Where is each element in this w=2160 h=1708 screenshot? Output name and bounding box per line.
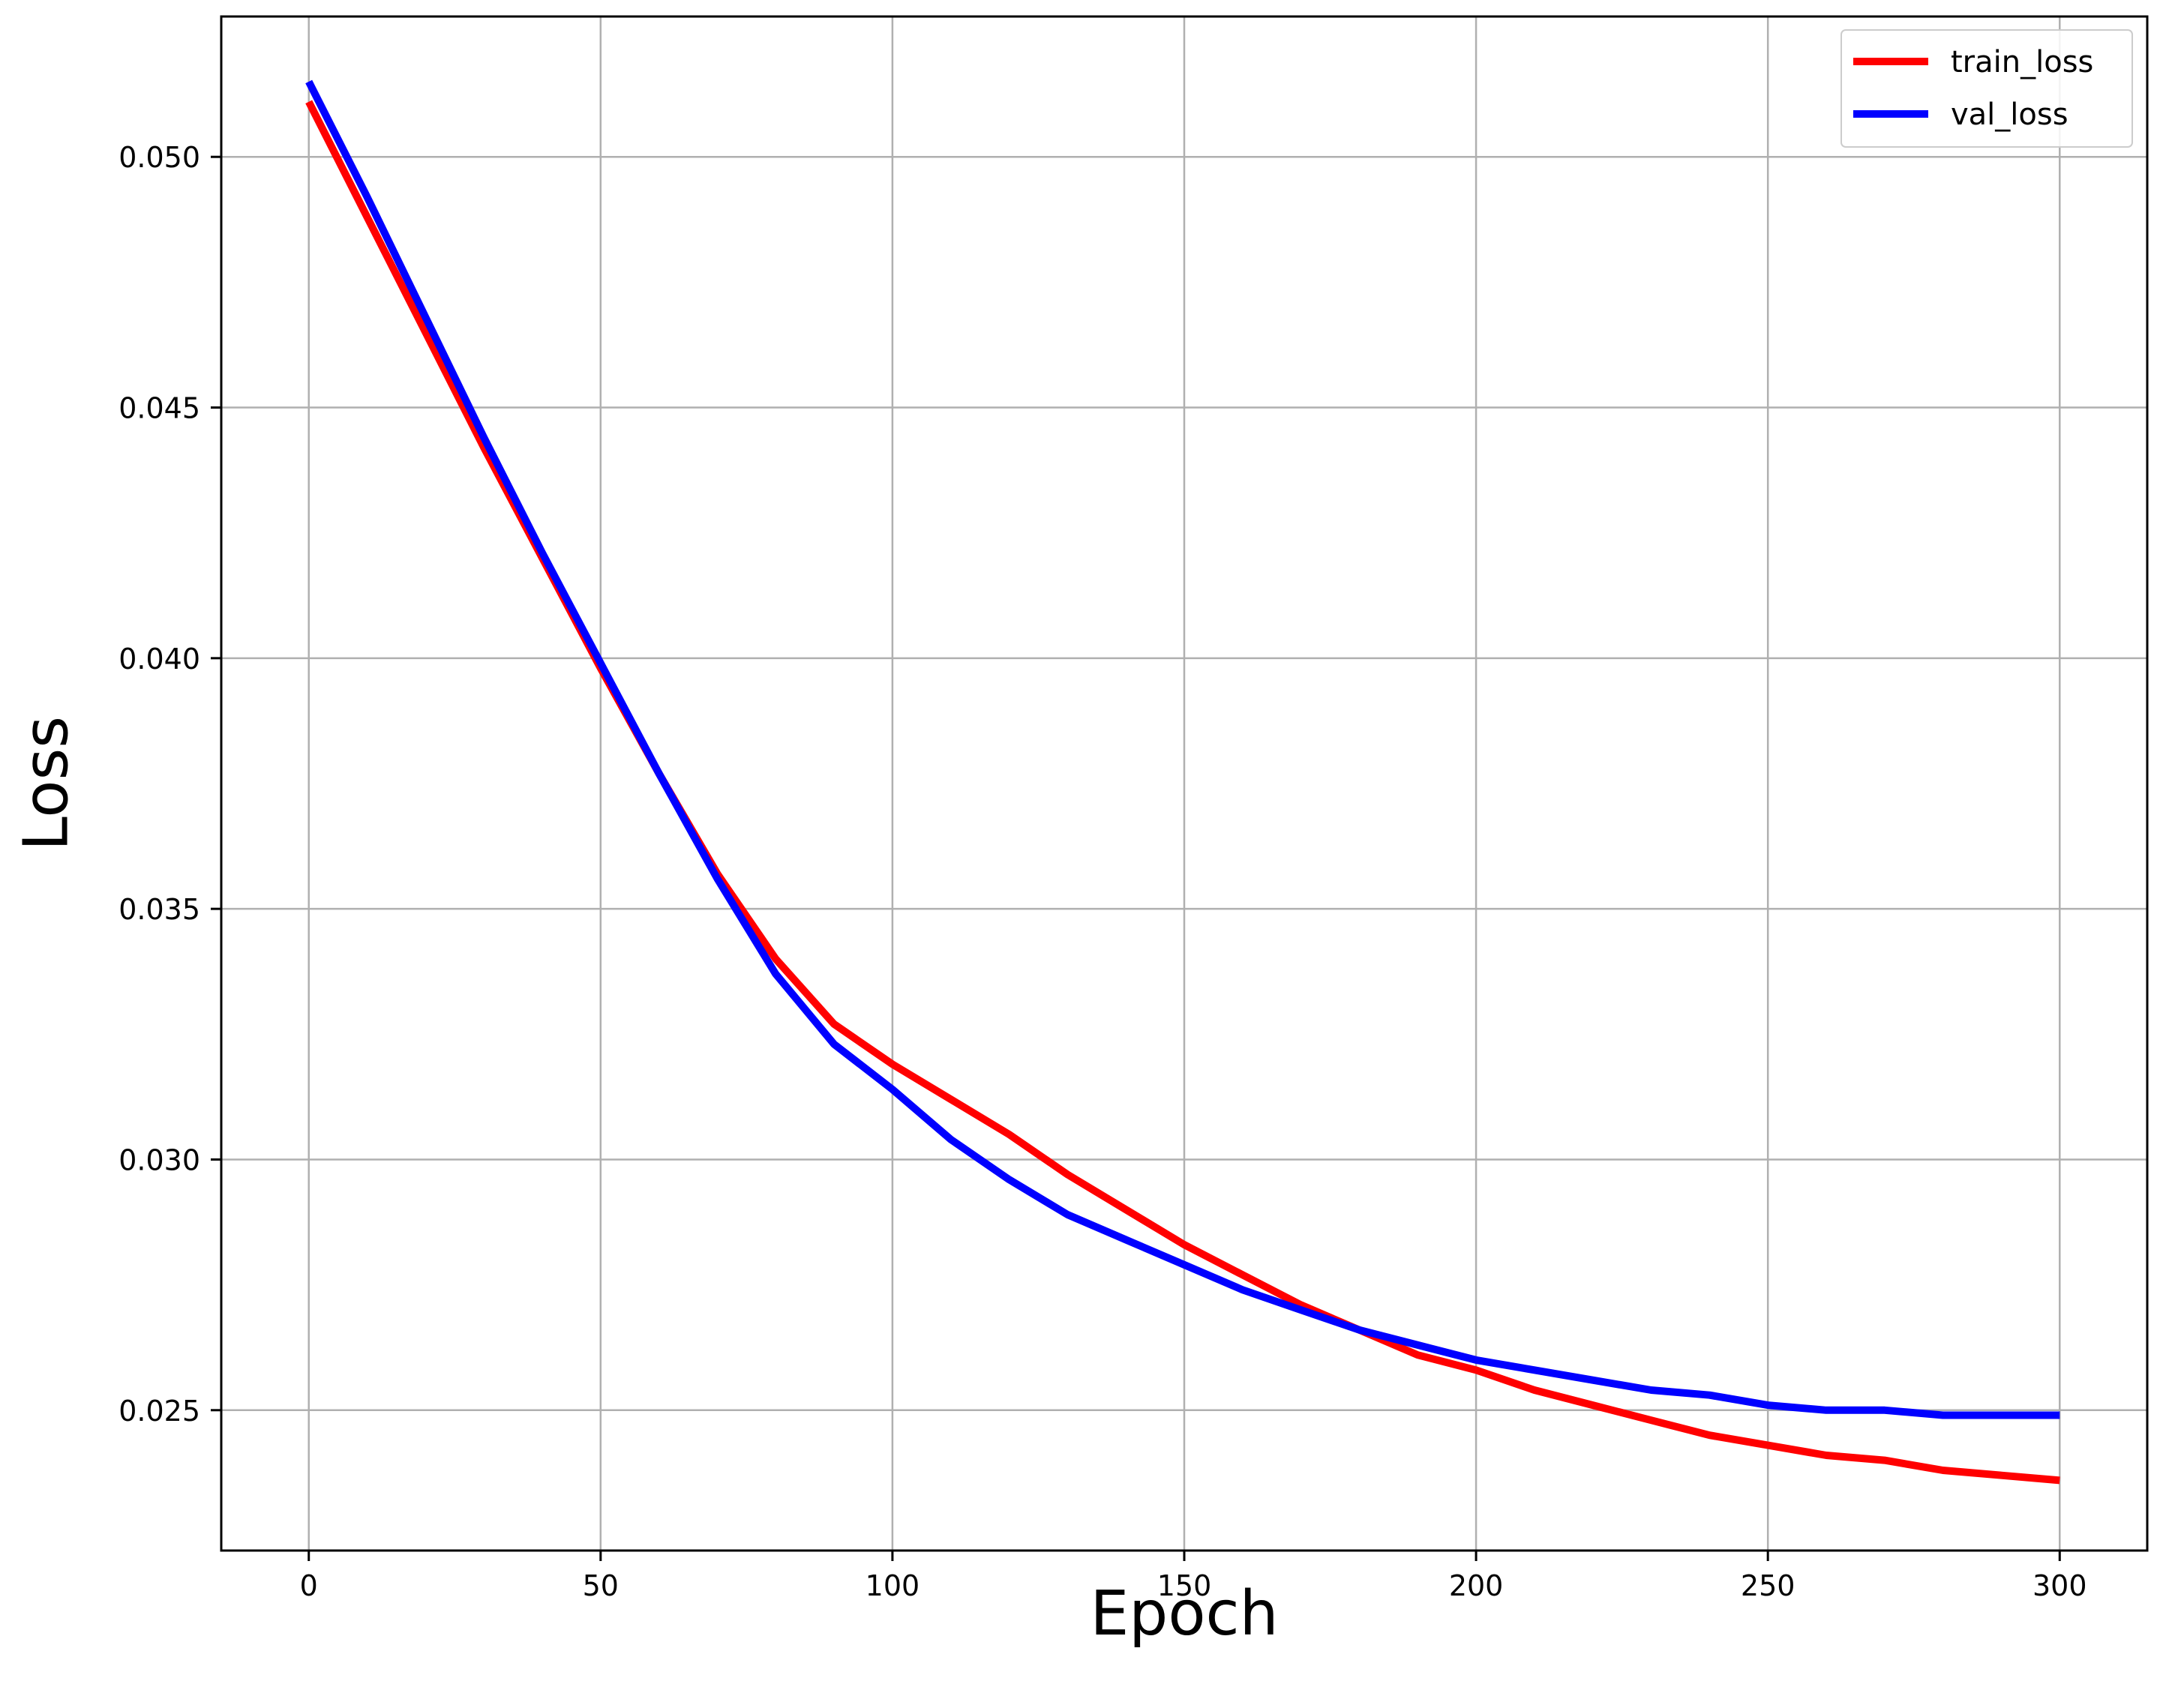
y-tick-label: 0.035 xyxy=(118,893,200,926)
x-tick-label: 150 xyxy=(1157,1569,1212,1602)
series-line-val-loss xyxy=(305,79,2060,1419)
y-axis-title: Loss xyxy=(11,716,82,851)
legend-label: train_loss xyxy=(1951,45,2093,79)
y-tick-label: 0.045 xyxy=(118,392,200,425)
y-tick-label: 0.050 xyxy=(118,141,200,174)
y-tick-label: 0.040 xyxy=(118,643,200,676)
x-tick-label: 300 xyxy=(2032,1569,2087,1602)
x-tick-label: 100 xyxy=(866,1569,920,1602)
y-tick-label: 0.025 xyxy=(118,1395,200,1428)
legend-label: val_loss xyxy=(1951,97,2068,132)
grid-lines xyxy=(221,16,2147,1551)
x-tick-label: 50 xyxy=(583,1569,619,1602)
x-tick-label: 200 xyxy=(1449,1569,1504,1602)
x-tick-label: 250 xyxy=(1741,1569,1796,1602)
x-tick-label: 0 xyxy=(300,1569,318,1602)
legend: train_loss val_loss xyxy=(1840,29,2133,148)
x-axis-title: Epoch xyxy=(1090,1578,1278,1650)
axis-ticks: 0 50 100 150 200 250 300 0.025 0.030 0.035 0.040 0.… xyxy=(118,141,2086,1602)
y-tick-label: 0.030 xyxy=(118,1143,200,1176)
series-lines xyxy=(305,79,2060,1485)
